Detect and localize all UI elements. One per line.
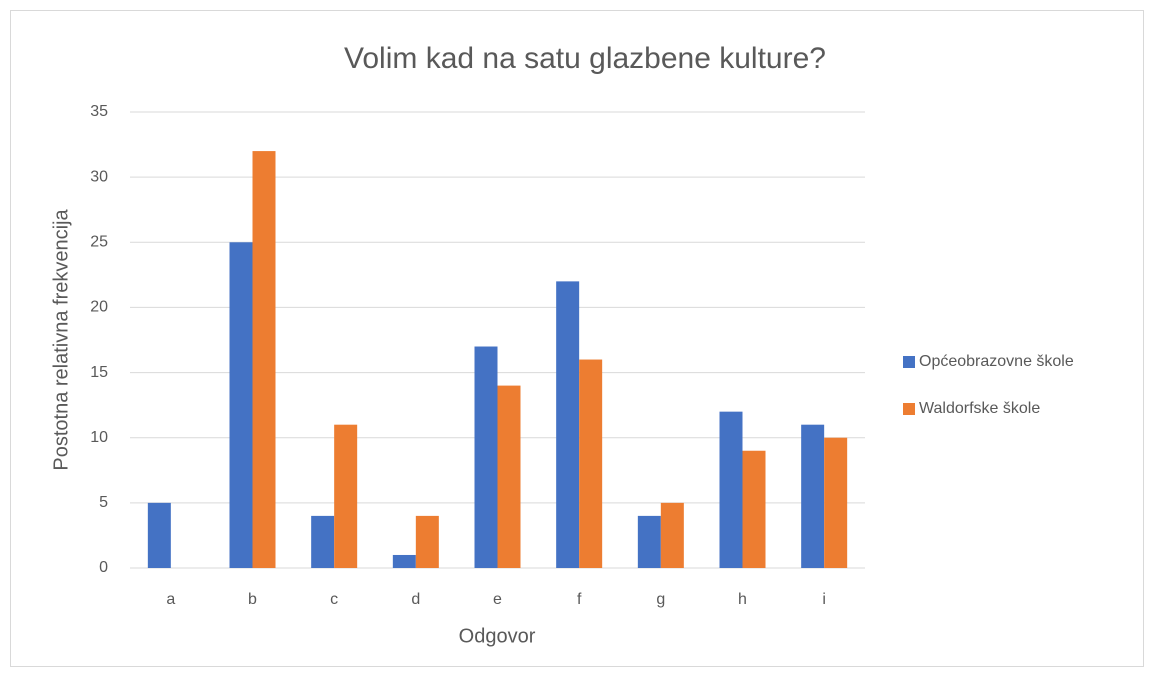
legend-label: Općeobrazovne škole xyxy=(919,353,1074,370)
legend-swatch xyxy=(903,403,915,415)
x-tick-label: i xyxy=(822,591,826,608)
bar xyxy=(334,424,358,568)
bar xyxy=(742,450,766,568)
bar xyxy=(415,515,439,568)
x-tick-label: e xyxy=(493,591,502,608)
y-tick-label: 15 xyxy=(90,364,108,381)
legend-label: Waldorfske škole xyxy=(919,400,1040,417)
bar xyxy=(147,502,171,568)
x-tick-label: f xyxy=(577,591,582,608)
bar xyxy=(824,437,848,568)
x-tick-label: g xyxy=(656,591,665,608)
y-tick-label: 5 xyxy=(99,494,108,511)
bar xyxy=(252,151,276,569)
bar xyxy=(801,424,825,568)
y-tick-label: 20 xyxy=(90,299,108,316)
chart-title: Volim kad na satu glazbene kulture? xyxy=(344,42,826,75)
bar xyxy=(311,515,335,568)
x-tick-label: d xyxy=(411,591,420,608)
bar xyxy=(719,411,743,568)
x-tick-label: a xyxy=(166,591,175,608)
y-tick-label: 0 xyxy=(99,559,108,576)
bar xyxy=(392,554,416,568)
y-tick-label: 30 xyxy=(90,168,108,185)
bar xyxy=(637,515,661,568)
bar xyxy=(660,502,684,568)
y-tick-label: 25 xyxy=(90,234,108,251)
bar xyxy=(474,346,498,568)
bar xyxy=(229,242,253,569)
y-axis-label: Postotna relativna frekvencija xyxy=(50,208,72,470)
x-tick-label: b xyxy=(248,591,257,608)
bar xyxy=(497,385,521,568)
x-tick-label: c xyxy=(330,591,338,608)
legend-swatch xyxy=(903,356,915,368)
x-axis-label: Odgovor xyxy=(459,625,536,647)
y-tick-label: 35 xyxy=(90,103,108,120)
bar xyxy=(579,359,603,568)
y-tick-label: 10 xyxy=(90,429,108,446)
x-tick-label: h xyxy=(738,591,747,608)
bar xyxy=(556,281,580,568)
